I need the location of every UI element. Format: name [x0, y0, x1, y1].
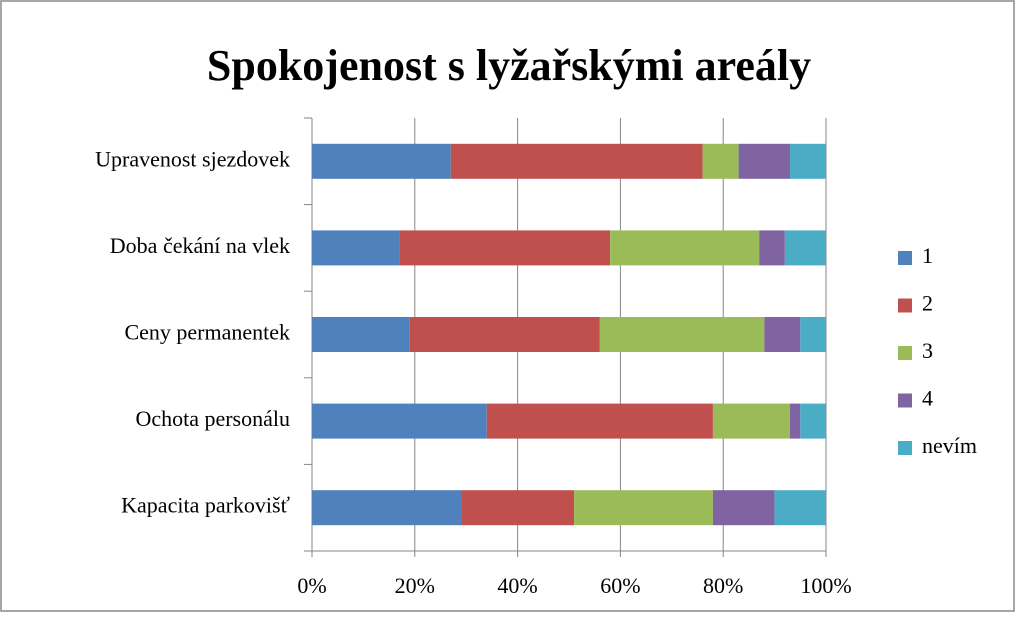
- bar-segment: [312, 317, 410, 352]
- bar-segment: [784, 230, 826, 266]
- bar-segment: [702, 143, 739, 179]
- bar-segment: [486, 403, 713, 439]
- bar-segment: [312, 143, 451, 179]
- bar-segment: [599, 317, 765, 352]
- bar-segment: [399, 230, 611, 266]
- x-tick-label: 100%: [800, 573, 851, 598]
- legend-swatch: [898, 393, 912, 408]
- bar-segment: [774, 490, 826, 526]
- legend-label: 3: [922, 338, 933, 363]
- legend-swatch: [898, 441, 912, 455]
- legend-label: 2: [922, 291, 933, 316]
- bar-segment: [800, 317, 826, 352]
- bar-segment: [312, 403, 487, 439]
- bar-segment: [312, 490, 462, 526]
- x-tick-label: 20%: [395, 573, 435, 598]
- bar-segment: [450, 143, 703, 179]
- legend-swatch: [898, 298, 912, 313]
- bar-segment: [764, 317, 801, 352]
- y-tick-label: Ceny permanentek: [124, 320, 290, 345]
- bar-segment: [759, 230, 785, 266]
- y-tick-label: Kapacita parkovišť: [121, 493, 290, 518]
- y-tick-label: Upravenost sjezdovek: [95, 146, 290, 171]
- y-tick-label: Doba čekání na vlek: [110, 233, 290, 258]
- bar-segment: [790, 143, 826, 179]
- bar-segment: [574, 490, 713, 526]
- legend-swatch: [898, 251, 912, 265]
- bar-segment: [461, 490, 575, 526]
- legend-label: nevím: [922, 433, 977, 458]
- bar-segment: [712, 403, 791, 439]
- chart-title: Spokojenost s lyžařskými areály: [207, 41, 811, 90]
- x-tick-label: 80%: [703, 573, 743, 598]
- bar-segment: [712, 490, 775, 526]
- bar-segment: [610, 230, 760, 266]
- bar-segment: [312, 230, 400, 266]
- legend-swatch: [898, 346, 912, 360]
- bar-segment: [790, 403, 801, 439]
- x-tick-label: 40%: [497, 573, 537, 598]
- legend-label: 1: [922, 243, 933, 268]
- x-tick-label: 0%: [297, 573, 326, 598]
- x-tick-label: 60%: [600, 573, 640, 598]
- bar-segment: [800, 403, 826, 439]
- legend-label: 4: [922, 386, 933, 411]
- bar-segment: [409, 317, 600, 352]
- bar-segment: [738, 143, 791, 179]
- y-tick-label: Ochota personálu: [135, 406, 290, 431]
